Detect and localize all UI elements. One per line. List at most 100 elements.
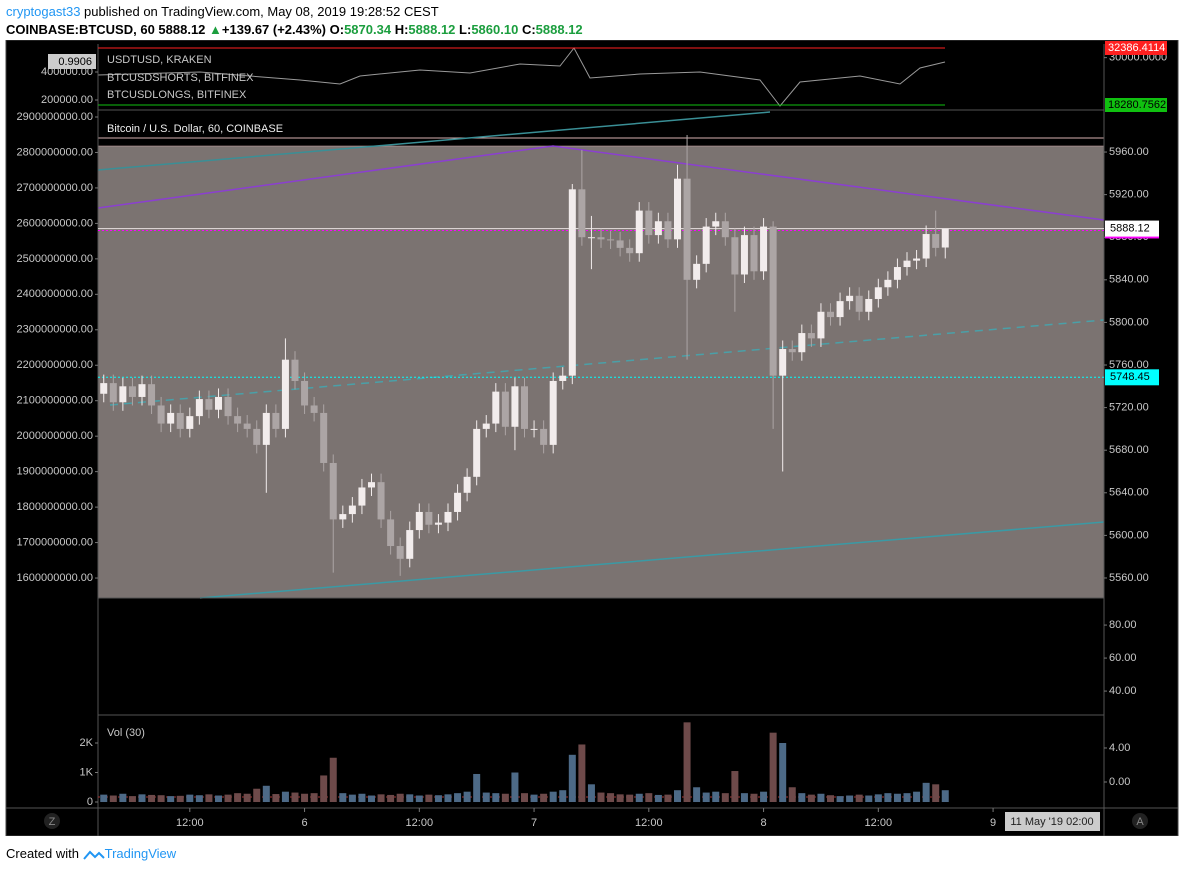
volume-bar [186, 794, 194, 803]
y-tick-label: 0.00 [1109, 776, 1130, 788]
candle-body [807, 333, 815, 339]
candle-body [568, 189, 576, 376]
volume-bar [205, 794, 213, 803]
up-arrow: ▲ [209, 22, 222, 37]
candle-body [693, 263, 701, 280]
candle-body [683, 178, 691, 280]
volume-bar [635, 793, 643, 803]
volume-bar [836, 796, 844, 803]
range-box [98, 146, 1104, 598]
button-icon[interactable]: A [1136, 816, 1144, 828]
candle-body [846, 295, 854, 302]
y-tick-label: 5560.00 [1109, 572, 1149, 584]
x-tick-label: 12:00 [406, 817, 434, 829]
volume-bar [214, 795, 222, 803]
value-badge-label: 18280.7562 [1108, 99, 1166, 111]
candle-body [903, 260, 911, 268]
button[interactable] [44, 813, 60, 829]
trend-line [97, 145, 1105, 221]
candle-body [836, 301, 844, 318]
logo [82, 850, 105, 860]
symbol: COINBASE:BTCUSD, 60 [6, 22, 155, 37]
value-badge [1105, 40, 1167, 55]
x-tick-label: 12:00 [865, 817, 893, 829]
y-tick-label: 2000000000.00 [17, 430, 93, 442]
button[interactable] [1132, 813, 1148, 829]
candle-body [262, 412, 270, 445]
candle-body [396, 546, 404, 559]
candle-body [788, 349, 796, 353]
candle-body [463, 476, 471, 493]
candle-body [214, 396, 222, 410]
y-tick-label: 5720.00 [1109, 402, 1149, 414]
volume-bar [425, 794, 433, 803]
trend-line [199, 521, 1105, 599]
author[interactable]: cryptogast33 [6, 4, 81, 19]
volume-bar [884, 793, 892, 803]
volume-bar [281, 791, 289, 803]
last-price: 5888.12 [158, 22, 206, 37]
badge [48, 54, 96, 69]
candle-body [348, 505, 356, 515]
volume-bar [941, 790, 949, 803]
y-tick-label: 5680.00 [1109, 444, 1149, 456]
volume-bar [779, 743, 787, 803]
volume-bar [760, 791, 768, 803]
y-tick-label: 80.00 [1109, 619, 1137, 631]
candle-body [865, 298, 873, 312]
x-tick-label: 9 [990, 817, 996, 829]
candle-body [224, 396, 232, 417]
volume-bar [702, 792, 710, 803]
y-tick-label: 2400000000.00 [17, 288, 93, 300]
volume-bar [520, 793, 528, 803]
candle-body [301, 380, 309, 406]
y-tick-label: 2300000000.00 [17, 324, 93, 336]
candle-body [645, 210, 653, 236]
volume-bar [367, 795, 375, 803]
volume-bar [243, 793, 251, 803]
candle-body [243, 423, 251, 429]
candle-body [253, 428, 261, 445]
candle-body [176, 412, 184, 429]
candle-body [712, 221, 720, 227]
ohlc-value: 5870.34 [344, 22, 392, 37]
footer-brand[interactable]: TradingView [104, 846, 177, 861]
y-tick-label: 1600000000.00 [17, 572, 93, 584]
candle-body [817, 311, 825, 339]
candle-body [587, 237, 595, 239]
candle-body [798, 333, 806, 353]
volume-bar [339, 793, 347, 803]
candle-body [702, 226, 710, 264]
y-tick-label: 5920.00 [1109, 189, 1149, 201]
candle-body [157, 405, 165, 424]
candle-body [607, 239, 615, 241]
y-tick-label: 4.00 [1109, 742, 1130, 754]
candle-body [444, 511, 452, 523]
volume-bar [148, 794, 156, 803]
y-tick-label: 2K [80, 737, 94, 749]
candle-body [329, 462, 337, 520]
volume-bar [597, 792, 605, 803]
y-tick-label: 1800000000.00 [17, 501, 93, 513]
candle-body [750, 235, 758, 272]
candle-body [913, 258, 921, 261]
volume-bar [855, 794, 863, 803]
y-tick-label: 400000.00 [41, 66, 93, 78]
volume-bar [865, 795, 873, 803]
volume-bar [329, 757, 337, 803]
volume-bar [674, 790, 682, 803]
date-badge-label: 11 May '19 02:00 [1010, 816, 1093, 828]
volume-bar [874, 794, 882, 803]
volume-bar [301, 793, 309, 803]
candle-body [760, 226, 768, 272]
candle-body [511, 386, 519, 427]
volume-bar [540, 793, 548, 803]
volume-bar [100, 794, 108, 803]
volume-bar [807, 794, 815, 803]
ohlc-label: L: [459, 22, 472, 37]
button-icon[interactable]: Z [49, 816, 56, 828]
volume-bar [530, 794, 538, 803]
y-tick-label: 2900000000.00 [17, 111, 93, 123]
volume-bar [559, 790, 567, 803]
volume-bar [645, 793, 653, 803]
